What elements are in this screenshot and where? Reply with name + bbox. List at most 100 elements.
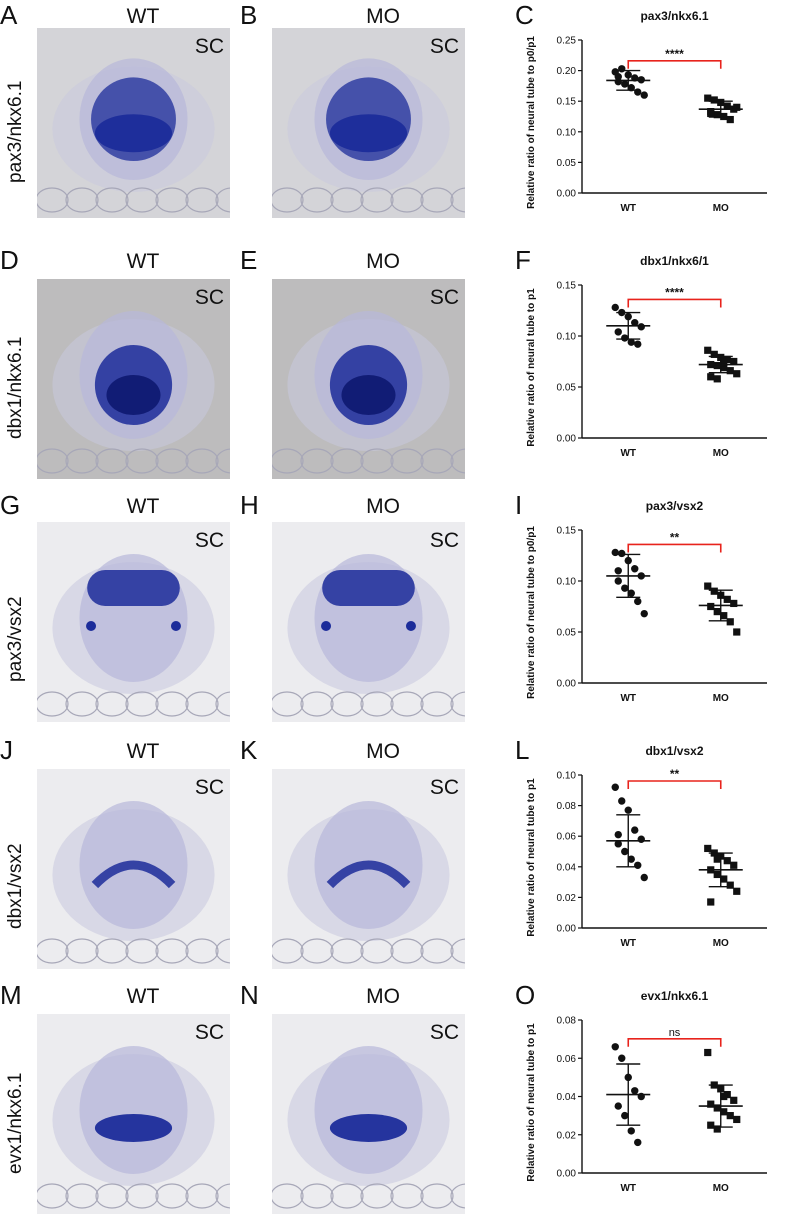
data-point bbox=[723, 595, 731, 603]
data-point bbox=[634, 88, 642, 96]
data-point bbox=[631, 1087, 639, 1095]
chart-title: evx1/nkx6.1 bbox=[641, 989, 709, 1003]
data-point bbox=[720, 364, 728, 372]
row-gene-label: dbx1/vsx2 bbox=[5, 843, 26, 929]
data-point bbox=[634, 597, 642, 606]
data-point bbox=[627, 589, 635, 597]
significance-bracket bbox=[627, 1037, 722, 1047]
data-point bbox=[720, 358, 728, 367]
y-tick-label: 0.10 bbox=[557, 332, 577, 343]
column-header-mo: MO bbox=[366, 985, 400, 1008]
data-point bbox=[704, 582, 712, 590]
data-point bbox=[713, 855, 721, 863]
row-gene-label: evx1/nkx6.1 bbox=[5, 1072, 26, 1174]
micrograph-wt: SC bbox=[37, 279, 230, 479]
micrograph-image bbox=[272, 279, 465, 479]
data-point bbox=[618, 797, 626, 805]
data-point bbox=[723, 102, 731, 110]
y-axis-label: Relative ratio of neural tube to p1 bbox=[526, 778, 537, 937]
y-tick-label: 0.05 bbox=[557, 628, 577, 639]
column-header-wt: WT bbox=[126, 740, 160, 763]
significance-label: ** bbox=[670, 767, 680, 781]
panel-letter: N bbox=[240, 980, 259, 1010]
micrograph-wt: SC bbox=[37, 1014, 230, 1214]
row-gene-label: pax3/nkx6.1 bbox=[5, 80, 26, 183]
y-tick-label: 0.00 bbox=[557, 679, 577, 690]
data-point bbox=[733, 370, 741, 378]
data-point bbox=[634, 340, 642, 348]
micrograph-mo: SC bbox=[272, 769, 465, 969]
row-gene-label: pax3/vsx2 bbox=[5, 596, 26, 682]
micrograph-image bbox=[37, 769, 230, 969]
chart-svg: pax3/vsx2 0.00 0.05 0.10 0.15 WT MO Relative ra… bbox=[526, 499, 767, 704]
data-point bbox=[726, 618, 734, 626]
data-point bbox=[611, 1043, 619, 1051]
chart-title: dbx1/vsx2 bbox=[645, 744, 703, 758]
column-header-wt: WT bbox=[126, 250, 160, 273]
data-point bbox=[733, 628, 741, 636]
y-tick-label: 0.00 bbox=[557, 1169, 577, 1180]
data-point bbox=[726, 367, 734, 375]
data-point bbox=[733, 887, 741, 895]
panel-letter: G bbox=[0, 490, 21, 520]
column-header-wt: WT bbox=[126, 985, 160, 1008]
micrograph-image bbox=[37, 279, 230, 479]
data-point bbox=[627, 1127, 635, 1135]
panel-letter: I bbox=[515, 490, 523, 520]
data-point bbox=[614, 840, 622, 848]
scatter-chart: dbx1/vsx2 0.00 0.02 0.04 0.06 0.08 0.10 WT MO Rel… bbox=[520, 743, 775, 958]
data-point bbox=[720, 612, 728, 620]
figure-row: M N O WT MO evx1/nkx6.1 SC SC evx1/nkx6.1 0.00 0.0… bbox=[0, 980, 785, 1220]
panel-letter: L bbox=[515, 735, 530, 765]
y-tick-label: 0.06 bbox=[557, 832, 577, 843]
data-point bbox=[611, 783, 619, 791]
data-point bbox=[637, 323, 645, 331]
significance-bracket bbox=[627, 780, 722, 789]
chart-svg: evx1/nkx6.1 0.00 0.02 0.04 0.06 0.08 WT MO Relat… bbox=[526, 989, 767, 1194]
micrograph-image bbox=[272, 769, 465, 969]
x-tick-label: MO bbox=[713, 203, 729, 214]
data-point bbox=[621, 1111, 629, 1120]
data-point bbox=[614, 73, 622, 81]
panel-letter: E bbox=[240, 245, 258, 275]
sc-label: SC bbox=[194, 529, 224, 552]
micrograph-image bbox=[272, 28, 465, 218]
sc-label: SC bbox=[194, 35, 224, 58]
data-point bbox=[704, 844, 712, 853]
y-axis-label: Relative ratio of neural tube to p0/p1 bbox=[526, 526, 537, 699]
column-header-wt: WT bbox=[126, 5, 160, 28]
y-tick-label: 0.04 bbox=[557, 1092, 577, 1103]
data-point bbox=[611, 303, 619, 312]
data-point bbox=[621, 334, 629, 342]
data-point bbox=[627, 855, 635, 863]
data-point bbox=[730, 599, 738, 608]
y-tick-label: 0.15 bbox=[557, 97, 577, 108]
data-point bbox=[627, 338, 635, 346]
y-axis-label: Relative ratio of neural tube to p1 bbox=[526, 1023, 537, 1182]
data-point bbox=[704, 94, 712, 102]
data-point bbox=[704, 346, 712, 354]
data-point bbox=[614, 328, 622, 336]
data-point bbox=[713, 375, 721, 383]
chart-title: pax3/vsx2 bbox=[646, 499, 704, 513]
data-point bbox=[730, 861, 738, 869]
data-point bbox=[631, 319, 639, 327]
y-tick-label: 0.06 bbox=[557, 1054, 577, 1065]
significance-label: **** bbox=[665, 47, 684, 61]
y-tick-label: 0.15 bbox=[557, 281, 577, 292]
significance-label: **** bbox=[665, 285, 684, 299]
y-tick-label: 0.20 bbox=[557, 66, 577, 77]
chart-title: dbx1/nkx6/1 bbox=[640, 254, 709, 268]
x-tick-label: WT bbox=[620, 203, 636, 214]
column-header-mo: MO bbox=[366, 740, 400, 763]
scatter-chart: evx1/nkx6.1 0.00 0.02 0.04 0.06 0.08 WT MO Relat… bbox=[520, 988, 775, 1203]
data-point bbox=[614, 830, 622, 839]
scatter-chart: pax3/vsx2 0.00 0.05 0.10 0.15 WT MO Relative ra… bbox=[520, 498, 775, 713]
data-point bbox=[726, 115, 734, 124]
data-point bbox=[730, 357, 738, 366]
micrograph-image bbox=[37, 522, 230, 722]
sc-label: SC bbox=[194, 286, 224, 309]
data-point bbox=[614, 577, 622, 585]
data-point bbox=[713, 608, 721, 616]
micrograph-mo: SC bbox=[272, 522, 465, 722]
